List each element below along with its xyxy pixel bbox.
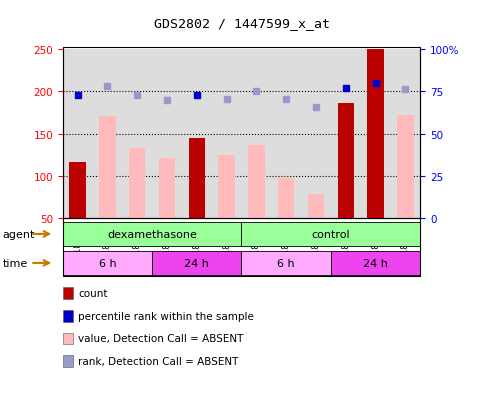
- Bar: [63, 251, 152, 275]
- Text: 24 h: 24 h: [363, 258, 388, 268]
- Bar: [189, 138, 205, 219]
- Bar: [242, 251, 331, 275]
- Bar: [152, 50, 182, 219]
- Bar: [218, 155, 235, 219]
- Bar: [368, 50, 384, 219]
- Bar: [248, 145, 265, 219]
- Text: dexamethasone: dexamethasone: [107, 229, 197, 240]
- Bar: [242, 50, 271, 219]
- Bar: [182, 50, 212, 219]
- Bar: [390, 50, 420, 219]
- Bar: [397, 116, 413, 219]
- Text: percentile rank within the sample: percentile rank within the sample: [78, 311, 254, 321]
- Text: 6 h: 6 h: [99, 258, 116, 268]
- Bar: [301, 50, 331, 219]
- Text: agent: agent: [2, 229, 35, 240]
- Bar: [63, 222, 242, 247]
- Bar: [152, 251, 242, 275]
- Text: count: count: [78, 288, 108, 298]
- Bar: [338, 104, 354, 219]
- Bar: [361, 50, 390, 219]
- Bar: [70, 162, 86, 219]
- Bar: [63, 50, 93, 219]
- Text: 6 h: 6 h: [277, 258, 295, 268]
- Bar: [242, 222, 420, 247]
- Bar: [271, 50, 301, 219]
- Bar: [93, 50, 122, 219]
- Text: GDS2802 / 1447599_x_at: GDS2802 / 1447599_x_at: [154, 17, 329, 29]
- Text: control: control: [312, 229, 350, 240]
- Text: 24 h: 24 h: [185, 258, 209, 268]
- Bar: [159, 159, 175, 219]
- Text: time: time: [2, 258, 28, 268]
- Text: rank, Detection Call = ABSENT: rank, Detection Call = ABSENT: [78, 356, 239, 366]
- Bar: [99, 116, 115, 219]
- Bar: [212, 50, 242, 219]
- Bar: [331, 251, 420, 275]
- Bar: [331, 50, 361, 219]
- Text: value, Detection Call = ABSENT: value, Detection Call = ABSENT: [78, 334, 243, 344]
- Bar: [122, 50, 152, 219]
- Bar: [278, 178, 294, 219]
- Bar: [129, 149, 145, 219]
- Bar: [308, 195, 324, 219]
